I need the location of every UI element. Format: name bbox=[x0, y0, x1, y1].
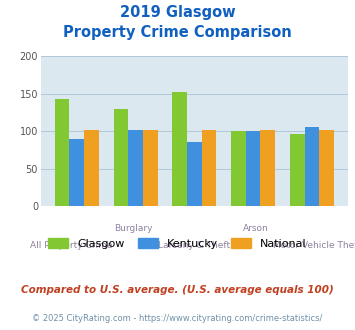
Bar bbox=[261, 130, 275, 206]
Text: Property Crime Comparison: Property Crime Comparison bbox=[63, 25, 292, 40]
Bar bbox=[114, 109, 128, 206]
Bar bbox=[128, 130, 143, 206]
Text: Burglary: Burglary bbox=[114, 224, 152, 233]
Bar bbox=[143, 130, 158, 206]
Text: Compared to U.S. average. (U.S. average equals 100): Compared to U.S. average. (U.S. average … bbox=[21, 285, 334, 295]
Bar bbox=[305, 127, 319, 206]
Bar bbox=[290, 134, 305, 206]
Bar bbox=[187, 143, 202, 206]
Text: Arson: Arson bbox=[243, 224, 269, 233]
Text: Motor Vehicle Theft: Motor Vehicle Theft bbox=[273, 241, 355, 250]
Text: Larceny & Theft: Larceny & Theft bbox=[158, 241, 230, 250]
Bar bbox=[246, 131, 261, 206]
Bar bbox=[70, 139, 84, 206]
Legend: Glasgow, Kentucky, National: Glasgow, Kentucky, National bbox=[44, 234, 311, 253]
Bar bbox=[172, 92, 187, 206]
Bar bbox=[55, 99, 70, 206]
Bar bbox=[84, 130, 99, 206]
Text: All Property Crime: All Property Crime bbox=[30, 241, 113, 250]
Text: 2019 Glasgow: 2019 Glasgow bbox=[120, 5, 235, 20]
Bar bbox=[202, 130, 217, 206]
Bar bbox=[231, 131, 246, 206]
Bar bbox=[319, 130, 334, 206]
Text: © 2025 CityRating.com - https://www.cityrating.com/crime-statistics/: © 2025 CityRating.com - https://www.city… bbox=[32, 314, 323, 323]
